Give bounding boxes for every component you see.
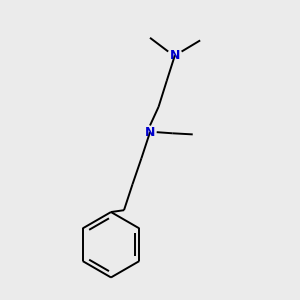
Text: N: N — [170, 49, 180, 62]
Text: N: N — [145, 126, 155, 139]
